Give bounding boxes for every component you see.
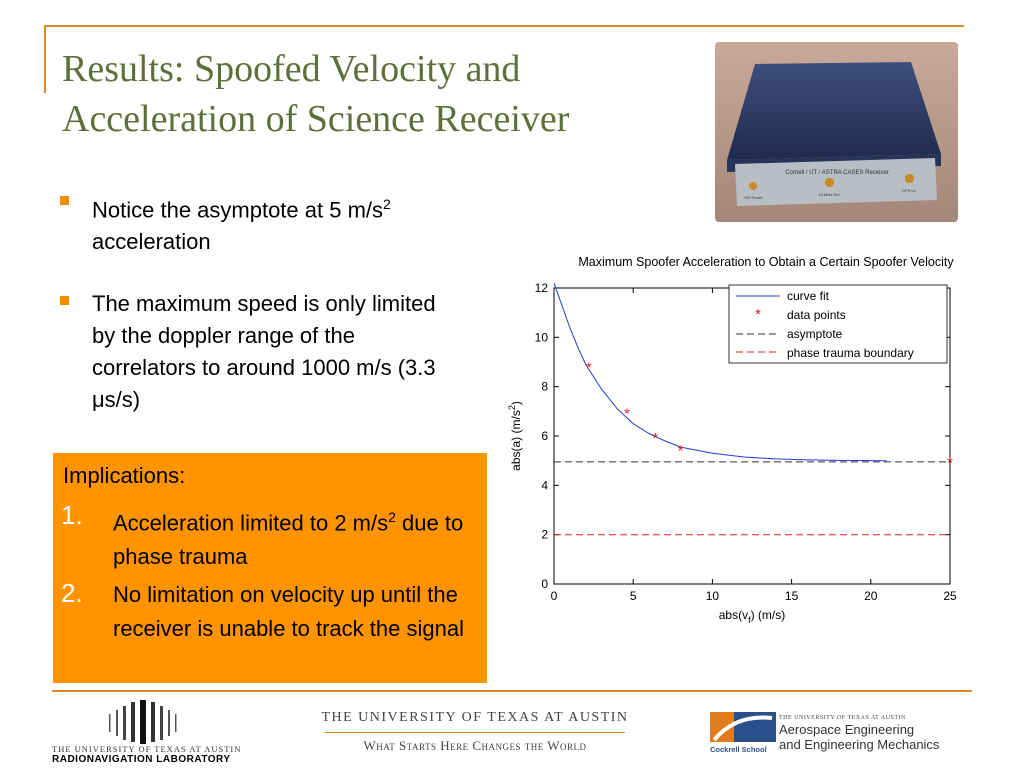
data-point-marker: * — [652, 430, 658, 447]
receiver-port-2: 10 MHz Ref — [818, 192, 840, 197]
y-axis-label-main: abs(a) (m/s — [509, 410, 523, 471]
acceleration-chart: Maximum Spoofer Acceleration to Obtain a… — [496, 245, 986, 635]
top-rule — [44, 25, 964, 27]
y-axis-label: abs(a) (m/s2) — [507, 401, 523, 471]
bullet-text: The maximum speed is only limited by the… — [92, 291, 436, 412]
bullet-item: Notice the asymptote at 5 m/s2 accelerat… — [60, 188, 460, 258]
lab-university-name: THE UNIVERSITY OF TEXAS AT AUSTIN — [52, 744, 241, 754]
x-tick-label: 5 — [630, 589, 637, 603]
x-axis-label-suffix: ) (m/s) — [751, 608, 786, 622]
slide: Results: Spoofed Velocity and Accelerati… — [0, 0, 1024, 768]
y-tick-label: 8 — [541, 380, 548, 394]
bullet-list: Notice the asymptote at 5 m/s2 accelerat… — [60, 188, 460, 446]
x-tick-label: 25 — [943, 589, 957, 603]
y-tick-label: 2 — [541, 528, 548, 542]
data-point-marker: * — [947, 455, 953, 472]
legend-label-data-points: data points — [787, 308, 846, 322]
department-name: THE UNIVERSITY OF TEXAS AT AUSTIN Aerosp… — [779, 714, 979, 752]
legend-label-asymptote: asymptote — [787, 327, 843, 341]
y-tick-label: 4 — [541, 478, 548, 492]
slide-title: Results: Spoofed Velocity and Accelerati… — [62, 44, 702, 144]
y-tick-label: 10 — [535, 330, 549, 344]
implications-box: Implications: 1. Acceleration limited to… — [53, 453, 487, 683]
dept-line-1: Aerospace Engineering — [779, 722, 979, 737]
bullet-item: The maximum speed is only limited by the… — [60, 288, 460, 416]
legend-label-phase-trauma: phase trauma boundary — [787, 346, 914, 360]
dept-university: THE UNIVERSITY OF TEXAS AT AUSTIN — [779, 714, 979, 722]
receiver-label: Cornell / UT / ASTRA CASES Receiver — [785, 170, 889, 176]
lab-name: RADIONAVIGATION LABORATORY — [52, 754, 231, 766]
receiver-port-3: GPS L1 — [902, 188, 917, 193]
y-tick-label: 0 — [541, 577, 548, 591]
ut-name: THE UNIVERSITY OF TEXAS AT AUSTIN — [320, 708, 630, 728]
bullet-text-sup: 2 — [383, 196, 391, 212]
chart-legend: curve fit * data points asymptote phase … — [729, 285, 947, 363]
implication-text-pre: Acceleration limited to 2 m/s — [113, 510, 388, 535]
x-tick-label: 20 — [864, 589, 878, 603]
implication-text: No limitation on velocity up until the r… — [113, 582, 464, 641]
y-tick-label: 12 — [535, 281, 549, 295]
implications-list: 1. Acceleration limited to 2 m/s2 due to… — [61, 500, 481, 650]
x-axis-label-main: abs(v — [719, 608, 748, 622]
bullet-text-pre: Notice the asymptote at 5 m/s — [92, 197, 383, 222]
implication-number: 1. — [61, 498, 83, 532]
bullet-square-icon — [60, 196, 69, 205]
bottom-rule — [52, 690, 972, 692]
x-tick-label: 10 — [706, 589, 720, 603]
data-point-marker: * — [624, 405, 630, 422]
dept-line-2: and Engineering Mechanics — [779, 737, 979, 752]
receiver-port-1: +5V Power — [743, 195, 763, 200]
implication-number: 2. — [61, 576, 83, 610]
data-point-marker: * — [586, 360, 592, 377]
cockrell-school-logo: Cockrell School — [710, 712, 776, 754]
ut-motto: What Starts Here Changes the World — [320, 737, 630, 755]
legend-swatch-data-points: * — [755, 306, 761, 323]
implication-item: 2. No limitation on velocity up until th… — [61, 578, 481, 646]
bullet-text-post: acceleration — [92, 229, 211, 254]
chart-title: Maximum Spoofer Acceleration to Obtain a… — [578, 255, 954, 269]
implication-text-sup: 2 — [388, 509, 396, 525]
left-rule — [44, 25, 46, 93]
y-tick-label: 6 — [541, 429, 548, 443]
x-tick-label: 0 — [551, 589, 558, 603]
receiver-photo: Cornell / UT / ASTRA CASES Receiver +5V … — [715, 42, 958, 222]
x-axis-label: abs(vf) (m/s) — [719, 608, 786, 625]
title-line-2: Acceleration of Science Receiver — [62, 98, 569, 140]
ut-divider — [325, 732, 625, 733]
data-point-marker: * — [678, 442, 684, 459]
y-axis-label-suffix: ) — [509, 401, 523, 405]
ut-wordmark: THE UNIVERSITY OF TEXAS AT AUSTIN What S… — [320, 708, 630, 760]
x-tick-label: 15 — [785, 589, 799, 603]
bullet-square-icon — [60, 296, 69, 305]
cockrell-label: Cockrell School — [710, 745, 767, 754]
title-line-1: Results: Spoofed Velocity and — [62, 48, 520, 90]
implication-item: 1. Acceleration limited to 2 m/s2 due to… — [61, 500, 481, 574]
legend-label-curve-fit: curve fit — [787, 289, 830, 303]
implications-title: Implications: — [63, 461, 185, 491]
